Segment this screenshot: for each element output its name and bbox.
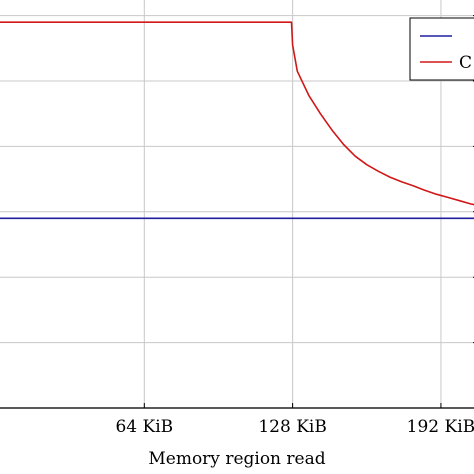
x-tick-label: 192 KiB — [407, 417, 474, 437]
legend: C — [409, 17, 474, 81]
x-tick-label: 64 KiB — [115, 417, 173, 437]
x-axis-title: Memory region read — [148, 449, 325, 469]
ticks: 64 KiB 128 KiB 192 KiB — [115, 15, 474, 437]
grid — [0, 0, 474, 408]
legend-label-2: C — [459, 53, 472, 73]
series-line-2 — [0, 21, 474, 206]
plot-frame — [0, 407, 474, 409]
x-tick-label: 128 KiB — [258, 417, 326, 437]
series-layer — [0, 21, 474, 220]
legend-box — [409, 17, 474, 81]
